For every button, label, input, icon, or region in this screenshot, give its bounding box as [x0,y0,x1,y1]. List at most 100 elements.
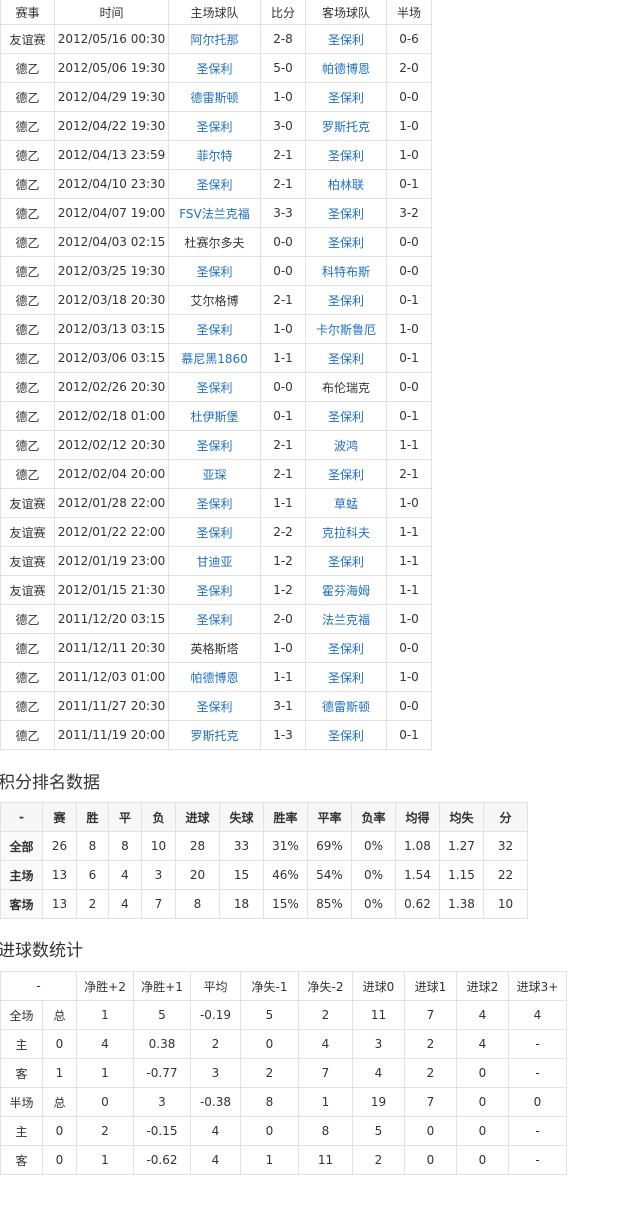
match-time-cell: 2011/11/27 20:30 [54,691,169,721]
column-header: 进球2 [456,971,509,1001]
away-team-link[interactable]: 科特布斯 [305,256,387,286]
score-cell: 1-1 [260,343,306,373]
column-header: 赛 [42,802,77,832]
stat-cell: 0.62 [395,889,440,919]
away-team-link[interactable]: 罗斯托克 [305,111,387,141]
stat-cell: 13 [42,860,77,890]
away-team-link[interactable]: 波鸿 [305,430,387,460]
halftime-score-cell: 0-0 [386,372,432,402]
home-team-link[interactable]: 圣保利 [168,314,261,344]
column-header: 均失 [439,802,484,832]
away-team-link[interactable]: 圣保利 [305,720,387,750]
away-team-link[interactable]: 帕德博恩 [305,53,387,83]
stat-cell: 46% [263,860,308,890]
home-team-link[interactable]: 圣保利 [168,430,261,460]
home-team-link[interactable]: 圣保利 [168,604,261,634]
away-team-link[interactable]: 圣保利 [305,285,387,315]
stat-cell: 4 [352,1058,405,1088]
match-time-cell: 2012/03/25 19:30 [54,256,169,286]
row-label: 1 [42,1058,77,1088]
goals-stats-title: 进球数统计 [0,941,83,961]
home-team-link[interactable]: 圣保利 [168,53,261,83]
home-team-link[interactable]: 德雷斯顿 [168,82,261,112]
column-header: 分 [483,802,528,832]
stat-cell: -0.15 [133,1116,191,1146]
stat-cell: 1.54 [395,860,440,890]
stat-cell: 0% [351,860,396,890]
away-team-link[interactable]: 圣保利 [305,140,387,170]
score-cell: 2-1 [260,285,306,315]
away-team-link[interactable]: 圣保利 [305,343,387,373]
away-team-link[interactable]: 柏林联 [305,169,387,199]
home-team-link[interactable]: FSV法兰克福 [168,198,261,228]
stat-cell: 8 [108,831,142,861]
away-team-link[interactable]: 圣保利 [305,459,387,489]
competition-cell: 友谊赛 [0,546,55,576]
home-team-link[interactable]: 圣保利 [168,256,261,286]
home-team-link[interactable]: 圣保利 [168,111,261,141]
away-team-link[interactable]: 克拉科夫 [305,517,387,547]
away-team-link[interactable]: 圣保利 [305,662,387,692]
halftime-score-cell: 1-1 [386,575,432,605]
home-team-link[interactable]: 杜伊斯堡 [168,401,261,431]
halftime-score-cell: 0-1 [386,401,432,431]
home-team-link[interactable]: 慕尼黑1860 [168,343,261,373]
score-cell: 3-0 [260,111,306,141]
column-header: 失球 [219,802,264,832]
stat-cell: 7 [298,1058,353,1088]
away-team-link[interactable]: 卡尔斯鲁厄 [305,314,387,344]
stat-cell: 0 [508,1087,567,1117]
away-team-link[interactable]: 圣保利 [305,633,387,663]
competition-cell: 德乙 [0,430,55,460]
stat-cell: 0 [456,1058,509,1088]
stat-cell: 1.15 [439,860,484,890]
home-team-link[interactable]: 帕德博恩 [168,662,261,692]
away-team-link[interactable]: 圣保利 [305,546,387,576]
home-team-link[interactable]: 菲尔特 [168,140,261,170]
standings-row: 客场 13 2 4 7 8 18 15% 85% 0% 0.62 1.38 10 [0,889,528,919]
match-row: 友谊赛 2012/01/22 22:00 圣保利 2-2 克拉科夫 1-1 [0,517,432,547]
home-team-link[interactable]: 甘迪亚 [168,546,261,576]
stat-cell: -0.19 [190,1000,241,1030]
home-team-link[interactable]: 圣保利 [168,488,261,518]
competition-cell: 德乙 [0,227,55,257]
away-team-link[interactable]: 圣保利 [305,227,387,257]
stat-cell: 3 [133,1087,191,1117]
match-history-table: 赛事 时间 主场球队 比分 客场球队 半场 友谊赛 2012/05/16 00:30 阿尔托那… [0,0,432,750]
score-cell: 2-0 [260,604,306,634]
away-team-link[interactable]: 德雷斯顿 [305,691,387,721]
away-team-link[interactable]: 圣保利 [305,24,387,54]
stat-cell: - [508,1029,567,1059]
match-row: 德乙 2012/04/10 23:30 圣保利 2-1 柏林联 0-1 [0,169,432,199]
goals-stats-row: 半场总 0 3 -0.38 8 1 19 7 0 0 [0,1087,567,1117]
stat-cell: 0 [240,1116,299,1146]
home-team-link[interactable]: 圣保利 [168,575,261,605]
score-cell: 0-0 [260,227,306,257]
home-team-link[interactable]: 圣保利 [168,691,261,721]
away-team-link[interactable]: 圣保利 [305,82,387,112]
away-team-link[interactable]: 草蜢 [305,488,387,518]
home-team-link[interactable]: 阿尔托那 [168,24,261,54]
away-team-link[interactable]: 霍芬海姆 [305,575,387,605]
home-team-link[interactable]: 圣保利 [168,372,261,402]
stat-cell: 11 [352,1000,405,1030]
home-team-link[interactable]: 亚琛 [168,459,261,489]
stat-cell: 1 [298,1087,353,1117]
home-team-link[interactable]: 圣保利 [168,517,261,547]
home-team-link[interactable]: 圣保利 [168,169,261,199]
match-row: 友谊赛 2012/01/28 22:00 圣保利 1-1 草蜢 1-0 [0,488,432,518]
stat-cell: 10 [483,889,528,919]
away-team-link[interactable]: 圣保利 [305,401,387,431]
stat-cell: 0 [456,1116,509,1146]
match-time-cell: 2012/01/28 22:00 [54,488,169,518]
away-team-link[interactable]: 圣保利 [305,198,387,228]
stat-cell: 0.38 [133,1029,191,1059]
match-table-header: 赛事 时间 主场球队 比分 客场球队 半场 [0,0,432,25]
column-header: 客场球队 [305,0,387,25]
away-team-link[interactable]: 法兰克福 [305,604,387,634]
halftime-score-cell: 2-1 [386,459,432,489]
column-header: - [0,971,77,1001]
stat-cell: 22 [483,860,528,890]
home-team-link[interactable]: 罗斯托克 [168,720,261,750]
halftime-score-cell: 0-0 [386,82,432,112]
